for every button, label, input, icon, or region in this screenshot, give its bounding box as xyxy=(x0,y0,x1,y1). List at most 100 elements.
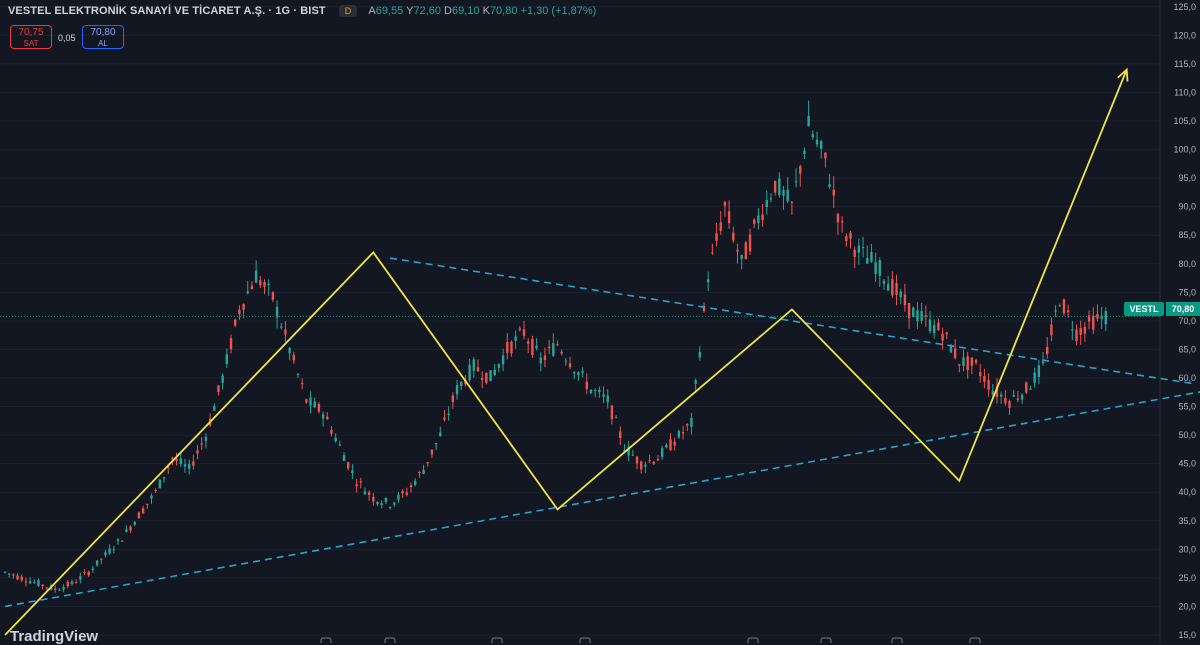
candle-body xyxy=(744,242,748,260)
close-label: K xyxy=(482,5,490,17)
price-axis-tick: 75,0 xyxy=(1178,287,1196,297)
candle-body xyxy=(786,189,789,202)
candle-body xyxy=(133,522,136,525)
candle-body xyxy=(242,304,245,310)
zigzag-pattern-line xyxy=(4,69,1128,636)
candle-body xyxy=(690,417,693,427)
candle-body xyxy=(799,166,802,174)
candle-body xyxy=(91,568,95,570)
price-axis-tick: 50,0 xyxy=(1178,430,1196,440)
candle-body xyxy=(807,115,810,127)
event-marker-icon xyxy=(320,637,332,643)
candle-body xyxy=(928,319,932,332)
candle-body xyxy=(455,385,459,395)
candle-body xyxy=(1058,305,1061,307)
spread-value: 0,05 xyxy=(58,33,76,43)
candle-body xyxy=(175,458,178,461)
candle-body xyxy=(991,391,995,395)
candle-body xyxy=(1104,311,1108,325)
candle-body xyxy=(581,371,584,373)
candle-body xyxy=(983,376,986,383)
candle-body xyxy=(321,414,325,419)
price-axis-tick: 110,0 xyxy=(1174,87,1196,97)
candle-body xyxy=(62,587,65,590)
price-axis-tick: 55,0 xyxy=(1178,402,1196,412)
candle-body xyxy=(815,139,819,145)
candle-body xyxy=(3,571,7,573)
candle-body xyxy=(439,432,442,437)
candle-body xyxy=(706,279,710,283)
candle-body xyxy=(635,456,639,464)
candle-body xyxy=(480,378,484,380)
candle-body xyxy=(995,386,999,397)
candle-body xyxy=(832,189,835,196)
price-axis-tick: 100,0 xyxy=(1173,145,1196,155)
candle-body xyxy=(648,460,651,462)
price-axis-tick: 95,0 xyxy=(1178,173,1196,183)
candle-body xyxy=(543,355,547,360)
candle-body xyxy=(933,325,936,333)
candle-body xyxy=(66,581,69,587)
candle-body xyxy=(100,558,103,560)
candle-body xyxy=(916,310,919,322)
low-value: 69,10 xyxy=(451,5,480,17)
candle-body xyxy=(794,181,798,183)
candle-body xyxy=(250,285,254,290)
candle-body xyxy=(37,580,40,586)
candle-body xyxy=(1012,394,1015,397)
candle-body xyxy=(585,381,588,390)
candle-body xyxy=(903,294,907,306)
candle-body xyxy=(434,443,438,445)
candle-body xyxy=(1075,329,1078,342)
candle-body xyxy=(627,446,630,456)
event-marker-icon xyxy=(384,637,396,643)
candle-body xyxy=(669,439,672,451)
symbol-title[interactable]: VESTEL ELEKTRONİK SANAYİ VE TİCARET A.Ş.… xyxy=(8,5,326,17)
candle-body xyxy=(418,471,421,473)
event-marker-icon xyxy=(747,637,759,643)
candle-body xyxy=(694,380,697,384)
candle-body xyxy=(179,458,182,465)
candle-body xyxy=(522,329,526,336)
candle-body xyxy=(702,305,706,312)
candle-body xyxy=(527,341,530,344)
candle-body xyxy=(1033,372,1036,383)
candle-body xyxy=(129,526,132,531)
event-marker-icon xyxy=(491,637,503,643)
price-axis-tick: 25,0 xyxy=(1178,573,1196,583)
candle-body xyxy=(238,309,241,315)
candle-body xyxy=(254,270,258,283)
chart-header: VESTEL ELEKTRONİK SANAYİ VE TİCARET A.Ş.… xyxy=(8,5,596,17)
candle-body xyxy=(334,437,337,442)
candle-body xyxy=(949,344,953,353)
sell-button[interactable]: 70,75 SAT xyxy=(10,25,52,49)
candle-body xyxy=(146,503,149,505)
buy-price: 70,80 xyxy=(90,27,116,38)
candle-body xyxy=(267,283,270,285)
candle-body xyxy=(426,462,429,464)
data-status-badge[interactable]: D xyxy=(338,5,358,17)
candle-body xyxy=(974,360,978,363)
buy-button[interactable]: 70,80 AL xyxy=(82,25,124,49)
candle-body xyxy=(761,214,764,220)
candle-body xyxy=(1050,324,1053,336)
candle-body xyxy=(87,571,90,576)
candle-body xyxy=(1062,299,1066,314)
tradingview-logo[interactable]: TradingView xyxy=(10,628,99,645)
candle-body xyxy=(305,399,308,403)
candle-body xyxy=(347,462,350,469)
candle-body xyxy=(468,364,471,381)
candle-body xyxy=(870,252,873,262)
candle-body xyxy=(259,280,262,286)
candle-body xyxy=(631,454,635,456)
candle-body xyxy=(326,416,329,420)
candle-body xyxy=(79,576,82,580)
price-axis-tick: 125,0 xyxy=(1173,2,1196,12)
candle-body xyxy=(715,233,718,241)
price-axis-tick: 120,0 xyxy=(1173,30,1196,40)
lower-trendline xyxy=(4,391,1200,608)
candle-body xyxy=(598,389,601,393)
candle-body xyxy=(74,582,78,584)
candle-body xyxy=(1054,310,1057,312)
